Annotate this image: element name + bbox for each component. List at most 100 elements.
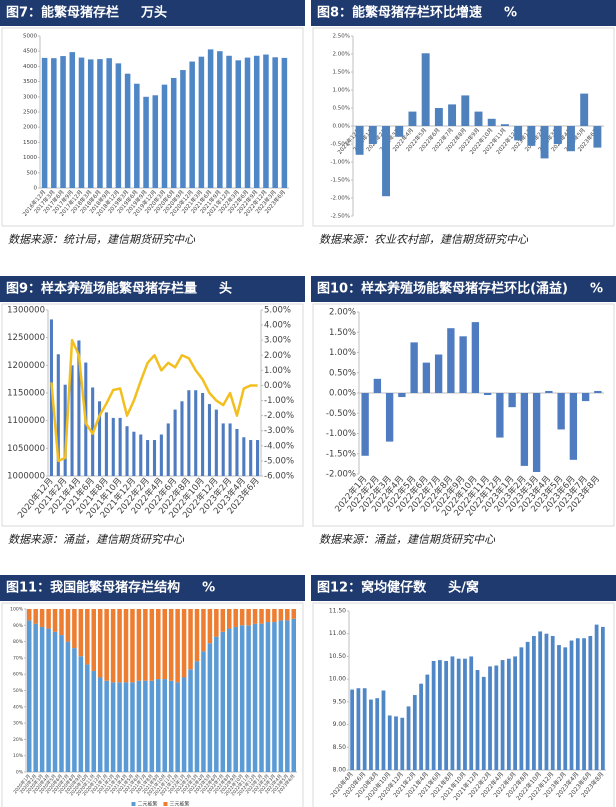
source-note: 数据来源：统计局，建信期货研究中心 [8,233,196,246]
y-tick-label: -2.00% [331,196,350,202]
stacked-bar [149,609,155,681]
y2-tick-label: 3.00% [264,336,291,346]
panel-title: 图7：能繁母猪存栏 [6,5,119,21]
stacked-bar [207,609,213,644]
panel-title: 图10：样本养殖场能繁母猪存栏环比(涌益) [317,281,568,297]
stacked-bar [175,609,180,683]
stacked-bar [246,609,251,626]
bar [557,645,561,770]
bar [520,393,529,466]
bar [588,635,593,770]
y-tick-label: 10.00 [329,676,346,683]
stacked-bar [278,620,284,772]
bar [207,49,214,188]
stacked-bar [285,609,290,621]
y-tick-label: 40% [13,704,24,710]
bar [87,59,94,188]
stacked-bar [259,609,264,624]
header-bar [311,575,616,601]
bar [170,77,177,188]
header-bar [311,276,616,302]
bar [63,384,67,476]
y-tick-label: 50% [13,688,24,694]
bar [166,423,170,476]
stacked-bar [233,609,238,627]
bar [487,118,496,126]
bar [375,698,380,770]
stacked-bar [214,636,219,772]
y2-tick-label: -6.00% [264,472,294,482]
bar [519,647,524,770]
stacked-bar [194,609,200,662]
bar [132,431,136,476]
y-tick-label: 500 [27,170,38,176]
bar [253,55,260,189]
y-tick-label: -0.50% [331,142,350,148]
bar [228,423,232,476]
header-bar [0,0,305,26]
stacked-bar [214,609,219,637]
stacked-bar [33,609,38,624]
bar [496,393,504,438]
stacked-bar [136,680,142,772]
bar [152,95,159,188]
y-tick-label: 4000 [23,64,37,70]
stacked-bar [39,626,45,772]
y-tick-label: 0.00% [333,124,350,130]
y-tick-label: 8.00 [333,767,347,774]
y-tick-label: 3000 [23,94,37,100]
y-tick-label: 1300000 [7,306,45,316]
stacked-bar [59,635,64,772]
stacked-bar [130,609,135,683]
bar [235,60,242,188]
bar [557,393,565,430]
bar [226,55,232,189]
bar [463,658,467,770]
bar [471,322,480,393]
stacked-bar [252,623,258,772]
source-note: 数据来源：涌益，建信期货研究中心 [319,533,496,546]
panel-unit: % [202,581,215,596]
y-tick-label: -1.00% [331,160,350,166]
stacked-bar [252,609,258,624]
y-tick-label: 4500 [23,49,37,55]
stacked-bar [91,609,97,671]
bar [475,670,480,770]
bar [506,658,511,770]
stacked-bar [46,609,51,629]
bar [106,58,112,188]
stacked-bar [207,643,213,772]
bar [444,660,449,770]
y-tick-label: 5000 [23,34,37,40]
y-tick-label: -2.00% [326,470,356,480]
y-tick-label: 1250000 [7,333,45,343]
panel-unit: 头 [219,281,232,297]
y-tick-label: 1.00% [329,348,356,358]
bar [419,683,423,770]
bar [180,70,186,188]
panel-unit: % [590,282,603,297]
stacked-bar [201,651,206,772]
bar [456,658,461,770]
bar [593,126,602,148]
stacked-bar [104,680,109,772]
stacked-bar [156,679,161,772]
y-tick-label: 1200000 [7,361,45,371]
stacked-bar [117,682,122,772]
y2-tick-label: -5.00% [264,456,294,466]
stacked-bar [188,609,193,670]
stacked-bar [239,609,245,626]
stacked-bar [188,669,193,772]
bar [244,57,251,188]
stacked-bar [149,680,155,772]
y-tick-label: 1000 [23,155,37,161]
bar [281,57,288,188]
stacked-bar [91,670,97,772]
bar [382,126,390,197]
bar [56,354,60,476]
bar [356,688,361,770]
y-tick-label: 9.50 [333,698,347,705]
bar [373,378,382,393]
bar [381,690,386,770]
bar [513,656,517,770]
